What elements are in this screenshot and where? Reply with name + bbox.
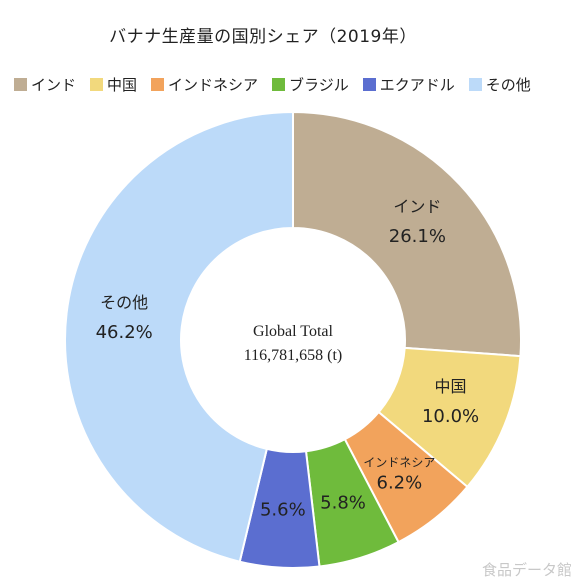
legend-item: その他 <box>468 74 531 95</box>
legend-swatch <box>362 78 376 91</box>
slice-percent-label: 5.6% <box>260 500 306 521</box>
legend-swatch <box>151 78 165 91</box>
slice-percent-label: 26.1% <box>389 226 446 247</box>
center-total-title: Global Total <box>253 323 333 340</box>
slice-percent-label: 5.8% <box>320 492 366 513</box>
legend-item: インドネシア <box>151 74 258 95</box>
legend-label: その他 <box>485 76 531 94</box>
donut-slice <box>64 110 294 563</box>
legend-item: インド <box>14 74 76 95</box>
legend-swatch <box>272 78 286 91</box>
legend-item: 中国 <box>90 74 137 95</box>
legend-item: ブラジル <box>272 74 349 95</box>
legend-label: インドネシア <box>168 76 259 94</box>
legend-label: エクアドル <box>379 76 455 94</box>
slice-name-label: インド <box>393 197 441 216</box>
donut-slice <box>292 110 522 358</box>
slice-percent-label: 46.2% <box>96 322 153 343</box>
legend-label: 中国 <box>107 76 138 94</box>
slice-percent-label: 6.2% <box>377 473 423 494</box>
legend-swatch <box>14 78 27 91</box>
legend-label: インド <box>31 76 77 94</box>
legend-item: エクアドル <box>362 74 455 95</box>
watermark: 食品データ館 <box>481 561 572 579</box>
slice-name-label: インドネシア <box>363 456 435 470</box>
legend-label: ブラジル <box>289 76 349 94</box>
slice-name-label: その他 <box>100 293 148 312</box>
legend-swatch <box>90 78 104 91</box>
legend-swatch <box>468 78 482 91</box>
slice-percent-label: 10.0% <box>422 406 479 427</box>
chart-title: バナナ生産量の国別シェア（2019年） <box>109 27 417 47</box>
chart-legend: インド 中国 インドネシア ブラジル エクアドル その他 <box>14 74 586 95</box>
slice-name-label: 中国 <box>435 377 467 396</box>
center-total-value: 116,781,658 (t) <box>244 347 343 364</box>
